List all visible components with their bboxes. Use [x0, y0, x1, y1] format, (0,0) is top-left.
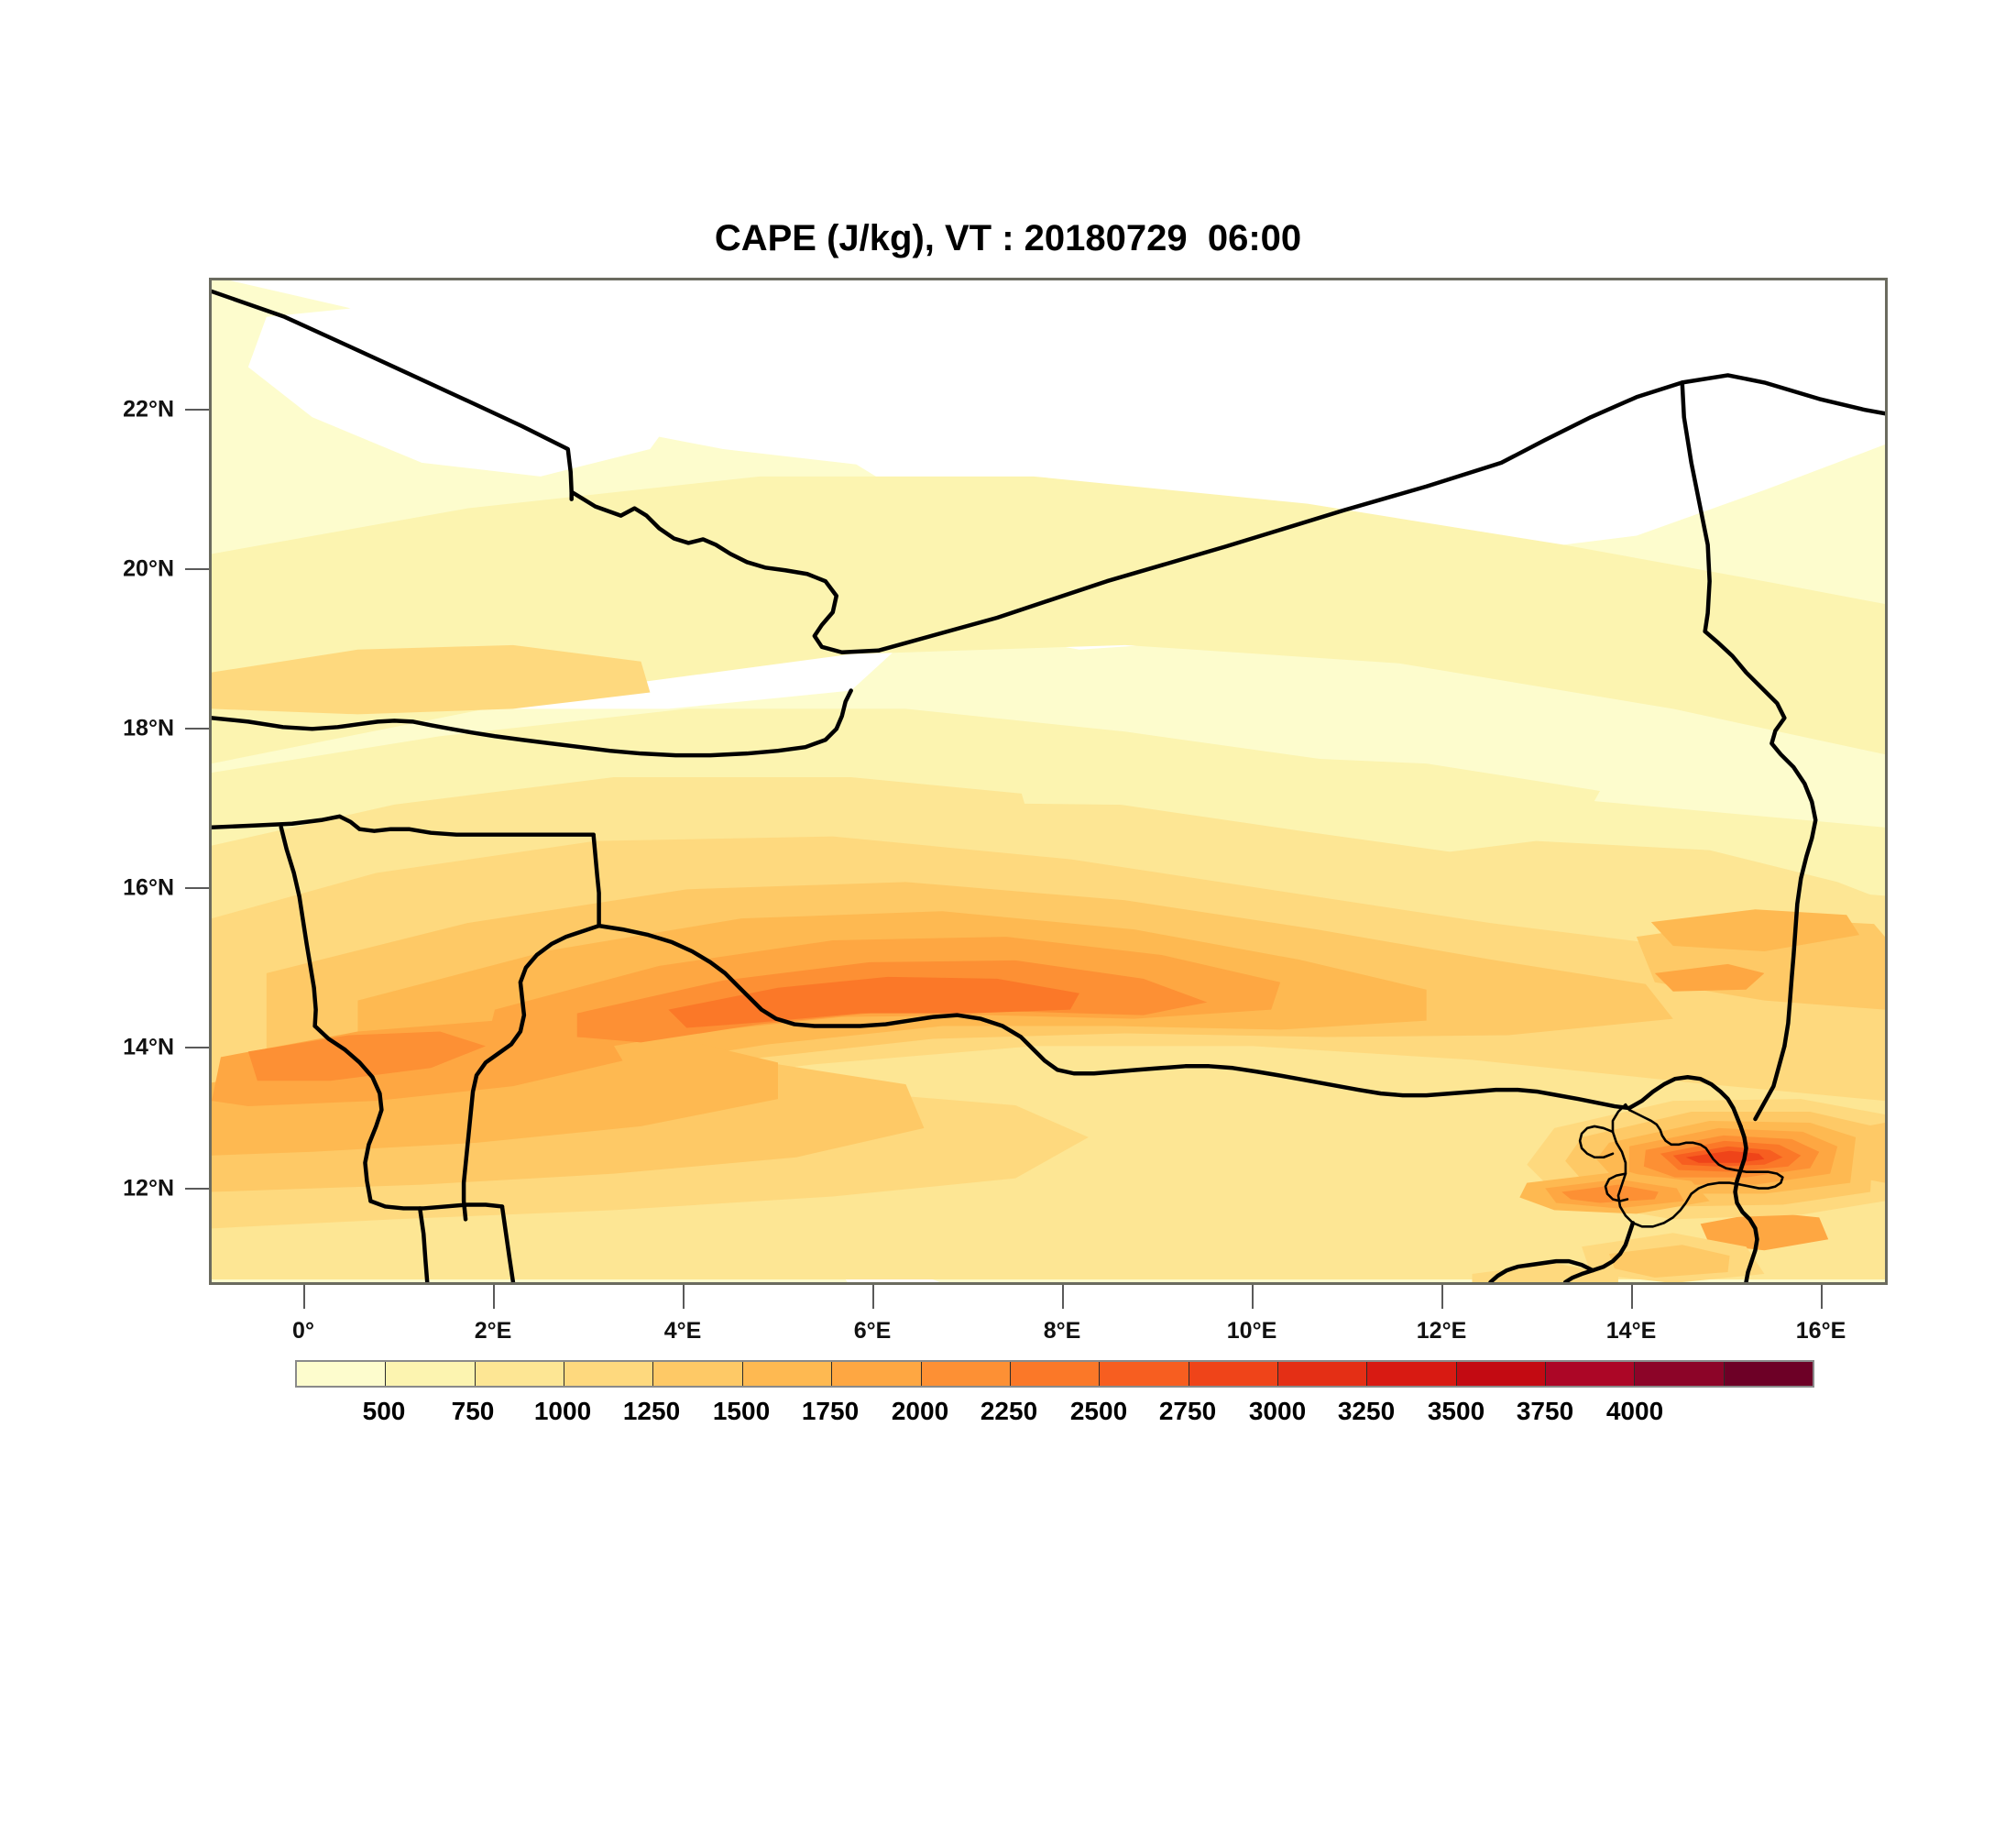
ytick-label: 12°N — [123, 1175, 174, 1202]
ytick-mark — [185, 1188, 209, 1190]
map-plot-area[interactable] — [209, 278, 1888, 1285]
colorbar-segment — [832, 1362, 922, 1386]
colorbar-segment — [1367, 1362, 1457, 1386]
colorbar-segment — [1277, 1362, 1368, 1386]
colorbar-segment — [386, 1362, 476, 1386]
colorbar-tick-label: 4000 — [1605, 1397, 1664, 1425]
colorbar-segment — [742, 1362, 833, 1386]
xtick-label: 12°E — [1416, 1318, 1467, 1344]
ytick-label: 16°N — [123, 874, 174, 901]
xtick-mark — [1821, 1285, 1823, 1309]
colorbar-tick-label: 500 — [362, 1397, 406, 1425]
colorbar-segment — [1100, 1362, 1189, 1386]
colorbar-tick-label: 3500 — [1427, 1397, 1485, 1425]
colorbar-segment — [1546, 1362, 1636, 1386]
xtick-mark — [493, 1285, 495, 1309]
xtick-label: 10°E — [1226, 1318, 1277, 1344]
colorbar-tick-label: 2500 — [1069, 1397, 1128, 1425]
xtick-mark — [1631, 1285, 1633, 1309]
page-title: CAPE (J/kg), VT : 20180729 06:00 — [714, 218, 1302, 258]
xtick-mark — [683, 1285, 685, 1309]
colorbar-tick-label: 3000 — [1248, 1397, 1307, 1425]
colorbar-segment — [297, 1362, 387, 1386]
ytick-label: 20°N — [123, 555, 174, 582]
colorbar-segment — [653, 1362, 743, 1386]
colorbar-tick-label: 1250 — [622, 1397, 681, 1425]
colorbar[interactable] — [295, 1360, 1814, 1388]
colorbar-tick-label: 1750 — [801, 1397, 860, 1425]
colorbar-tick-label: 1000 — [533, 1397, 592, 1425]
colorbar-tick-label: 1500 — [712, 1397, 771, 1425]
xtick-mark — [1252, 1285, 1254, 1309]
ytick-mark — [185, 887, 209, 889]
ytick-label: 14°N — [123, 1034, 174, 1060]
xtick-label: 4°E — [663, 1318, 702, 1344]
xtick-label: 6°E — [853, 1318, 892, 1344]
xtick-mark — [1441, 1285, 1443, 1309]
colorbar-segment — [475, 1362, 565, 1386]
xtick-label: 14°E — [1605, 1318, 1657, 1344]
contour-fill-layer — [212, 280, 1885, 1282]
xtick-mark — [303, 1285, 305, 1309]
colorbar-segment — [1010, 1362, 1101, 1386]
ytick-label: 18°N — [123, 715, 174, 741]
colorbar-tick-label: 3250 — [1337, 1397, 1396, 1425]
colorbar-segment — [1724, 1362, 1813, 1386]
colorbar-tick-label: 3750 — [1516, 1397, 1574, 1425]
ytick-mark — [185, 1047, 209, 1048]
colorbar-tick-label: 2000 — [891, 1397, 949, 1425]
xtick-mark — [872, 1285, 874, 1309]
ytick-mark — [185, 409, 209, 411]
country-borders-layer — [212, 289, 1885, 1282]
colorbar-segment — [564, 1362, 654, 1386]
ytick-mark — [185, 568, 209, 570]
xtick-label: 2°E — [474, 1318, 512, 1344]
ytick-mark — [185, 728, 209, 730]
colorbar-segment — [1456, 1362, 1547, 1386]
xtick-label: 0° — [292, 1318, 314, 1344]
cape-contour-map — [212, 280, 1885, 1282]
ytick-label: 22°N — [123, 396, 174, 423]
colorbar-segment — [1635, 1362, 1725, 1386]
xtick-label: 8°E — [1043, 1318, 1081, 1344]
xtick-label: 16°E — [1795, 1318, 1846, 1344]
colorbar-segment — [1189, 1362, 1278, 1386]
colorbar-tick-label: 750 — [451, 1397, 495, 1425]
colorbar-tick-label: 2750 — [1158, 1397, 1217, 1425]
colorbar-segment — [921, 1362, 1011, 1386]
xtick-mark — [1062, 1285, 1064, 1309]
colorbar-tick-label: 2250 — [980, 1397, 1038, 1425]
